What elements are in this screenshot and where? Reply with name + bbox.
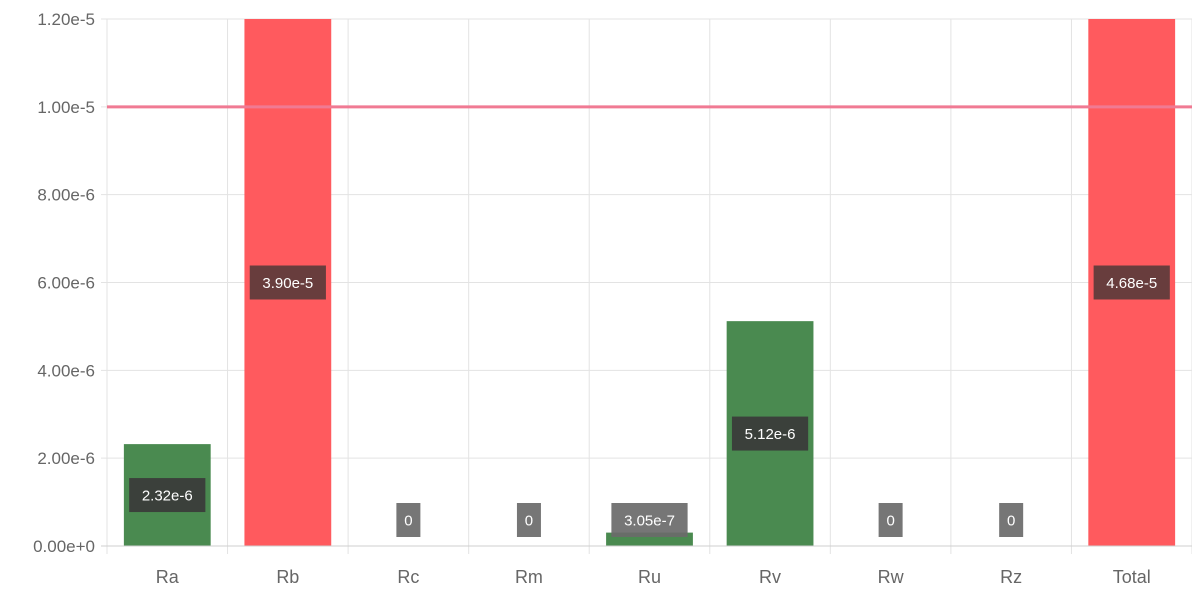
x-tick-label: Rw	[878, 567, 905, 587]
x-tick-label: Rm	[515, 567, 543, 587]
value-label-text: 4.68e-5	[1106, 275, 1157, 292]
x-tick-label: Total	[1113, 567, 1151, 587]
x-tick-label: Ra	[156, 567, 180, 587]
value-label-text: 3.90e-5	[262, 275, 313, 292]
x-tick-label: Rv	[759, 567, 781, 587]
value-label-badge	[396, 503, 421, 537]
value-label-text: 0	[525, 513, 533, 530]
y-tick-label: 8.00e-6	[37, 186, 95, 205]
value-label-rm: 0	[516, 503, 541, 537]
x-tick-label: Rc	[397, 567, 419, 587]
x-tick-label: Ru	[638, 567, 661, 587]
axis-layer: 0.00e+0 2.00e-6 4.00e-6 6.00e-6 8.00e-6 1.00e…	[33, 10, 1192, 587]
value-label-text: 0	[404, 513, 412, 530]
y-tick-label: 2.00e-6	[37, 449, 95, 468]
value-label-rv: 5.12e-6	[731, 416, 809, 451]
y-tick-label: 1.00e-5	[37, 98, 95, 117]
y-tick-label: 4.00e-6	[37, 361, 95, 380]
value-label-badge	[1093, 265, 1170, 300]
value-label-badge	[611, 503, 688, 537]
value-label-badge	[249, 265, 326, 300]
value-label-rb: 3.90e-5	[249, 265, 326, 300]
y-tick-label: 0.00e+0	[33, 537, 95, 556]
value-label-text: 5.12e-6	[745, 426, 796, 443]
value-label-text: 0	[886, 513, 894, 530]
y-tick-label: 1.20e-5	[37, 10, 95, 29]
y-tick-label: 6.00e-6	[37, 274, 95, 293]
value-label-rc: 0	[396, 503, 421, 537]
value-label-badge	[999, 503, 1024, 537]
value-label-badge	[129, 478, 206, 513]
value-label-total: 4.68e-5	[1093, 265, 1170, 300]
value-labels-layer: 2.32e-6 3.90e-5 0 0 3.05e-7 5.12e-6 0 0 4.68e-5	[129, 265, 1170, 537]
value-label-badge	[731, 416, 809, 451]
value-label-ra: 2.32e-6	[129, 478, 206, 513]
value-label-badge	[516, 503, 541, 537]
x-tick-label: Rb	[276, 567, 299, 587]
value-label-text: 2.32e-6	[142, 488, 193, 505]
value-label-ru: 3.05e-7	[611, 503, 688, 537]
value-label-text: 3.05e-7	[624, 513, 675, 530]
value-label-badge	[878, 503, 903, 537]
value-label-rw: 0	[878, 503, 903, 537]
value-label-rz: 0	[999, 503, 1024, 537]
x-tick-label: Rz	[1000, 567, 1022, 587]
value-label-text: 0	[1007, 513, 1015, 530]
